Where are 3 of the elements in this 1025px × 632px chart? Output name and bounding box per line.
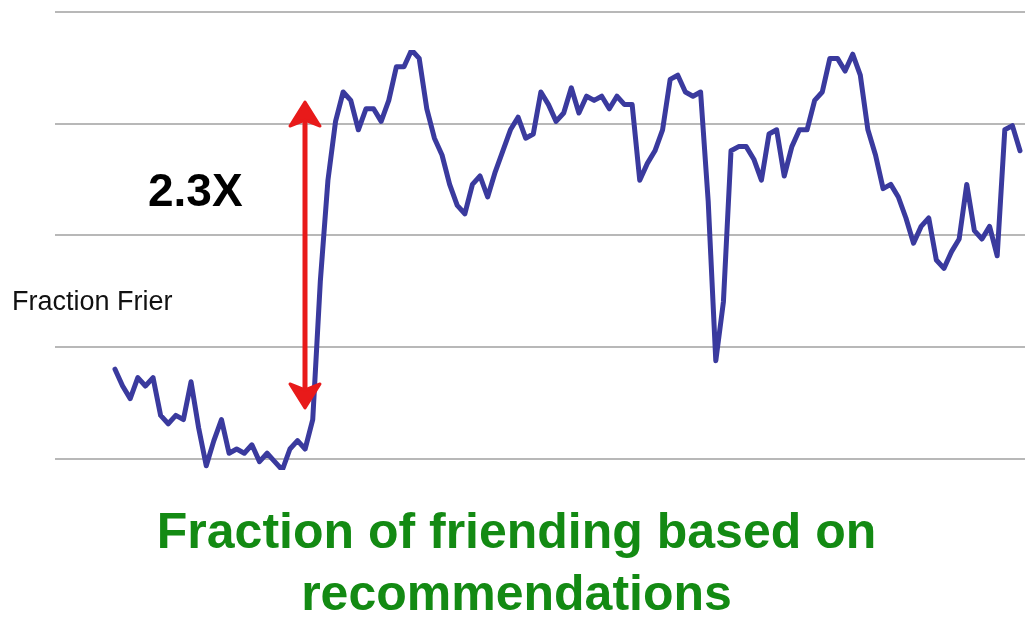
text: Fraction of friending based on recommendations	[155, 502, 878, 623]
annotation: 2.3X	[148, 163, 243, 217]
y-axis-title: Fraction Frier	[12, 286, 173, 317]
